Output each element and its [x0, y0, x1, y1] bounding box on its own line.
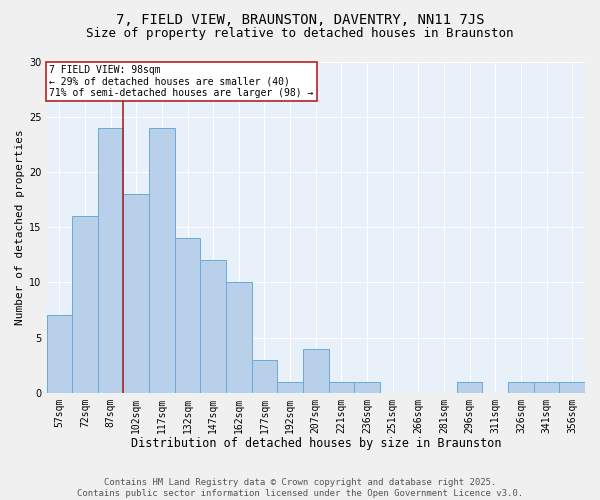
- Bar: [457, 382, 482, 392]
- Bar: [72, 216, 98, 392]
- Bar: [251, 360, 277, 392]
- Bar: [329, 382, 354, 392]
- Bar: [226, 282, 251, 393]
- Text: 7, FIELD VIEW, BRAUNSTON, DAVENTRY, NN11 7JS: 7, FIELD VIEW, BRAUNSTON, DAVENTRY, NN11…: [116, 12, 484, 26]
- Text: Size of property relative to detached houses in Braunston: Size of property relative to detached ho…: [86, 28, 514, 40]
- Bar: [47, 316, 72, 392]
- Bar: [559, 382, 585, 392]
- Bar: [98, 128, 124, 392]
- Bar: [508, 382, 534, 392]
- X-axis label: Distribution of detached houses by size in Braunston: Distribution of detached houses by size …: [131, 437, 501, 450]
- Bar: [175, 238, 200, 392]
- Bar: [354, 382, 380, 392]
- Bar: [534, 382, 559, 392]
- Text: 7 FIELD VIEW: 98sqm
← 29% of detached houses are smaller (40)
71% of semi-detach: 7 FIELD VIEW: 98sqm ← 29% of detached ho…: [49, 65, 314, 98]
- Bar: [303, 348, 329, 393]
- Bar: [277, 382, 303, 392]
- Text: Contains HM Land Registry data © Crown copyright and database right 2025.
Contai: Contains HM Land Registry data © Crown c…: [77, 478, 523, 498]
- Bar: [124, 194, 149, 392]
- Bar: [149, 128, 175, 392]
- Y-axis label: Number of detached properties: Number of detached properties: [15, 129, 25, 325]
- Bar: [200, 260, 226, 392]
